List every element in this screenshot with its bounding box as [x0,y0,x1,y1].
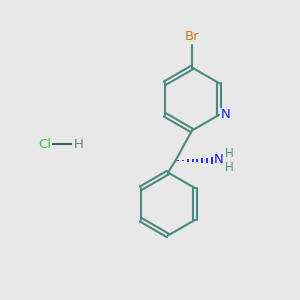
Text: Br: Br [185,30,199,43]
Text: N: N [221,108,231,121]
Text: H: H [74,137,83,151]
Text: N: N [214,153,224,167]
Text: H: H [224,161,233,174]
Text: Cl: Cl [38,137,52,151]
Text: H: H [224,147,233,161]
